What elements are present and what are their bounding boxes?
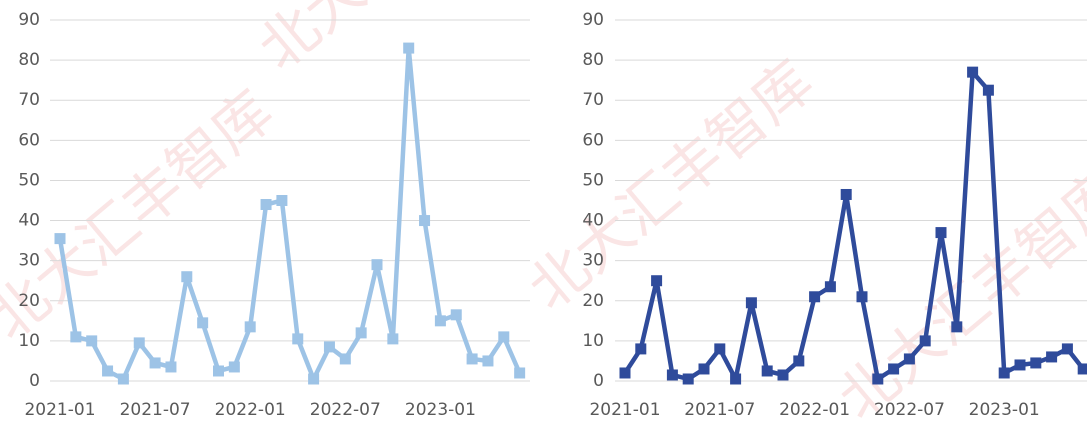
y-tick-label: 50 xyxy=(582,170,604,190)
point-marker xyxy=(888,363,900,375)
y-tick-label: 50 xyxy=(18,170,40,190)
point-marker xyxy=(213,365,224,377)
point-marker xyxy=(1077,363,1087,375)
point-marker xyxy=(714,343,726,355)
x-tick-label: 2021-01 xyxy=(24,400,95,420)
point-marker xyxy=(197,317,209,329)
x-tick-label: 2022-07 xyxy=(310,400,381,420)
x-tick-label: 2023-01 xyxy=(405,400,476,420)
point-marker xyxy=(498,331,510,343)
point-marker xyxy=(666,369,678,381)
point-marker xyxy=(998,367,1010,379)
point-marker xyxy=(165,361,177,373)
point-marker xyxy=(54,233,66,245)
point-marker xyxy=(982,84,994,96)
point-marker xyxy=(260,199,272,211)
point-marker xyxy=(635,343,647,355)
point-marker xyxy=(730,373,742,385)
y-tick-label: 30 xyxy=(18,251,40,271)
point-marker xyxy=(682,373,694,385)
point-marker xyxy=(840,188,852,200)
point-marker xyxy=(450,309,462,321)
point-marker xyxy=(951,321,963,333)
point-marker xyxy=(466,353,478,365)
point-marker xyxy=(619,367,631,379)
x-tick-label: 2021-07 xyxy=(684,400,755,420)
y-tick-label: 10 xyxy=(18,331,40,351)
y-tick-label: 10 xyxy=(582,331,604,351)
point-marker xyxy=(1030,357,1042,369)
point-marker xyxy=(419,215,431,227)
point-marker xyxy=(761,365,773,377)
point-marker xyxy=(355,327,367,339)
point-marker xyxy=(323,341,335,353)
point-marker xyxy=(102,365,114,377)
y-tick-label: 80 xyxy=(582,50,604,70)
point-marker xyxy=(903,353,915,365)
point-marker xyxy=(809,291,821,303)
point-marker xyxy=(117,373,129,385)
point-marker xyxy=(149,357,161,369)
x-tick-label: 2021-07 xyxy=(120,400,191,420)
watermark: 北大汇丰智库 xyxy=(0,77,286,353)
point-marker xyxy=(919,335,931,347)
point-marker xyxy=(745,297,757,309)
point-marker xyxy=(371,259,383,271)
y-tick-label: 80 xyxy=(18,50,40,70)
x-tick-label: 2022-01 xyxy=(215,400,286,420)
x-tick-label: 2022-01 xyxy=(779,400,850,420)
y-tick-label: 70 xyxy=(18,90,40,110)
point-marker xyxy=(967,66,979,78)
point-marker xyxy=(181,271,193,283)
point-marker xyxy=(514,367,526,379)
point-marker xyxy=(292,333,304,345)
y-tick-label: 90 xyxy=(18,10,40,30)
point-marker xyxy=(777,369,789,381)
point-marker xyxy=(244,321,256,333)
point-marker xyxy=(133,337,145,349)
point-marker xyxy=(1014,359,1026,371)
y-tick-label: 0 xyxy=(29,371,40,391)
y-tick-label: 30 xyxy=(582,251,604,271)
y-tick-label: 90 xyxy=(582,10,604,30)
point-marker xyxy=(339,353,351,365)
point-marker xyxy=(935,227,947,239)
point-marker xyxy=(1046,351,1058,363)
point-marker xyxy=(482,355,494,367)
point-marker xyxy=(1061,343,1073,355)
x-tick-label: 2022-07 xyxy=(874,400,945,420)
y-tick-label: 40 xyxy=(582,211,604,231)
point-marker xyxy=(856,291,868,303)
watermark: 北大汇丰智库 xyxy=(516,47,826,323)
point-marker xyxy=(403,42,415,54)
y-tick-label: 20 xyxy=(18,291,40,311)
point-marker xyxy=(86,335,98,347)
point-marker xyxy=(70,331,82,343)
point-marker xyxy=(434,315,446,327)
x-tick-label: 2021-01 xyxy=(589,400,660,420)
point-marker xyxy=(793,355,805,367)
y-tick-label: 0 xyxy=(593,371,604,391)
point-marker xyxy=(824,281,836,293)
point-marker xyxy=(228,361,240,373)
point-marker xyxy=(872,373,884,385)
y-tick-label: 70 xyxy=(582,90,604,110)
y-tick-label: 20 xyxy=(582,291,604,311)
point-marker xyxy=(651,275,663,287)
y-tick-label: 60 xyxy=(18,130,40,150)
y-tick-label: 40 xyxy=(18,211,40,231)
x-tick-label: 2023-01 xyxy=(969,400,1040,420)
watermark: 北大汇丰智库 xyxy=(246,0,556,83)
point-marker xyxy=(308,373,320,385)
point-marker xyxy=(698,363,710,375)
point-marker xyxy=(387,333,399,345)
y-tick-label: 60 xyxy=(582,130,604,150)
point-marker xyxy=(276,195,288,206)
